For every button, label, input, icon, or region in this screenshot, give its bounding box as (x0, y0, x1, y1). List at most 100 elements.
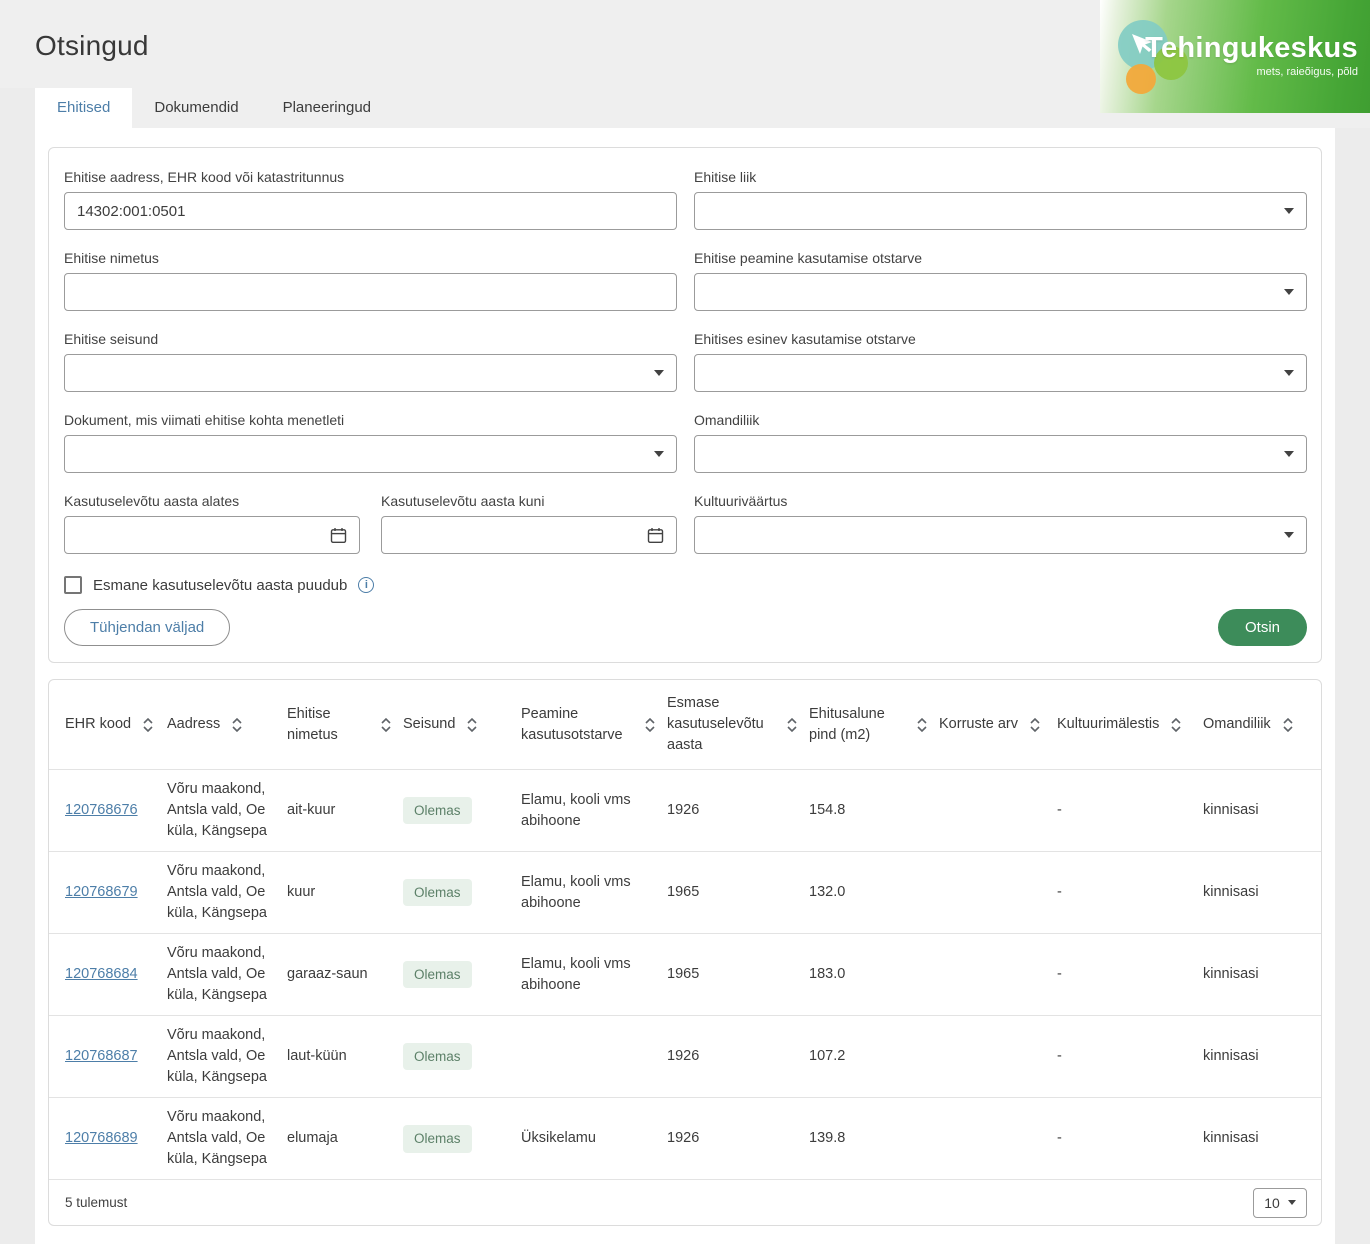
ehr-link[interactable]: 120768689 (65, 1130, 138, 1146)
cell-aasta: 1926 (661, 1016, 803, 1098)
col-esmase-aasta: Esmase kasutuselevõtu aasta (667, 693, 775, 756)
cell-omand: kinnisasi (1197, 770, 1322, 852)
cell-otstarve: Elamu, kooli vms abihoone (515, 934, 661, 1016)
esinev-otstarve-select[interactable] (694, 354, 1307, 392)
ehitise-liik-select[interactable] (694, 192, 1307, 230)
cell-omand: kinnisasi (1197, 1016, 1322, 1098)
esmane-aasta-puudub-label: Esmane kasutuselevõtu aasta puudub (93, 577, 347, 594)
sort-icon[interactable] (467, 718, 477, 732)
cell-otstarve (515, 1016, 661, 1098)
cell-korrused (933, 934, 1051, 1016)
sort-icon[interactable] (1030, 718, 1040, 732)
cell-korrused (933, 1016, 1051, 1098)
main-content: Ehitise aadress, EHR kood või katastritu… (35, 128, 1335, 1244)
table-row: 120768679 Võru maakond, Antsla vald, Oe … (49, 852, 1322, 934)
esmane-aasta-puudub-checkbox[interactable] (64, 576, 82, 594)
sort-icon[interactable] (143, 718, 153, 732)
omandiliik-select[interactable] (694, 435, 1307, 473)
chevron-down-icon (1284, 532, 1294, 538)
aasta-alates-input[interactable] (64, 516, 360, 554)
chevron-down-icon (1284, 289, 1294, 295)
cell-pind: 183.0 (803, 934, 933, 1016)
cell-korrused (933, 852, 1051, 934)
ehitise-nimetus-label: Ehitise nimetus (64, 250, 677, 266)
page-title: Otsingud (35, 30, 149, 62)
cell-aadress: Võru maakond, Antsla vald, Oe küla, Käng… (161, 770, 281, 852)
col-aadress: Aadress (167, 714, 220, 735)
ehr-link[interactable]: 120768684 (65, 966, 138, 982)
ehr-link[interactable]: 120768679 (65, 884, 138, 900)
sort-icon[interactable] (645, 718, 655, 732)
seisund-select[interactable] (64, 354, 677, 392)
cell-nimetus: kuur (281, 852, 397, 934)
tab-planeeringud[interactable]: Planeeringud (261, 88, 393, 128)
results-table-card: EHR kood Aadress Ehitise nimetus Seisund… (48, 679, 1322, 1226)
table-row: 120768687 Võru maakond, Antsla vald, Oe … (49, 1016, 1322, 1098)
peamine-otstarve-label: Ehitise peamine kasutamise otstarve (694, 250, 1307, 266)
col-ehr-kood: EHR kood (65, 714, 131, 735)
aasta-kuni-input[interactable] (381, 516, 677, 554)
cell-omand: kinnisasi (1197, 934, 1322, 1016)
ehr-link[interactable]: 120768676 (65, 802, 138, 818)
cell-otstarve: Elamu, kooli vms abihoone (515, 852, 661, 934)
sort-icon[interactable] (232, 718, 242, 732)
page-size-value: 10 (1264, 1195, 1280, 1211)
kultuurivaartus-select[interactable] (694, 516, 1307, 554)
tab-dokumendid[interactable]: Dokumendid (132, 88, 260, 128)
sort-icon[interactable] (917, 718, 927, 732)
status-badge: Olemas (403, 797, 472, 825)
chevron-down-icon (654, 370, 664, 376)
cell-korrused (933, 1098, 1051, 1180)
ehitise-liik-label: Ehitise liik (694, 169, 1307, 185)
brand-banner: Tehingukeskus mets, raieõigus, põld (1100, 0, 1370, 113)
seisund-label: Ehitise seisund (64, 331, 677, 347)
table-row: 120768676 Võru maakond, Antsla vald, Oe … (49, 770, 1322, 852)
ehitise-nimetus-input[interactable] (64, 273, 677, 311)
sort-icon[interactable] (381, 718, 391, 732)
address-input[interactable] (64, 192, 677, 230)
chevron-down-icon (1284, 370, 1294, 376)
col-seisund: Seisund (403, 714, 455, 735)
cell-aasta: 1965 (661, 934, 803, 1016)
cell-aadress: Võru maakond, Antsla vald, Oe küla, Käng… (161, 934, 281, 1016)
cell-nimetus: elumaja (281, 1098, 397, 1180)
ehr-link[interactable]: 120768687 (65, 1048, 138, 1064)
omandiliik-label: Omandiliik (694, 412, 1307, 428)
cell-pind: 154.8 (803, 770, 933, 852)
address-label: Ehitise aadress, EHR kood või katastritu… (64, 169, 677, 185)
cell-korrused (933, 770, 1051, 852)
info-icon[interactable]: i (358, 577, 374, 593)
cell-aasta: 1926 (661, 1098, 803, 1180)
table-header-row: EHR kood Aadress Ehitise nimetus Seisund… (49, 680, 1322, 770)
kultuurivaartus-label: Kultuuriväärtus (694, 493, 1307, 509)
sort-icon[interactable] (1171, 718, 1181, 732)
page-size-select[interactable]: 10 (1253, 1188, 1307, 1218)
sort-icon[interactable] (1283, 718, 1293, 732)
col-peamine-kasutusotstarve: Peamine kasutusotstarve (521, 704, 633, 746)
dokument-select[interactable] (64, 435, 677, 473)
esinev-otstarve-label: Ehitises esinev kasutamise otstarve (694, 331, 1307, 347)
cell-omand: kinnisasi (1197, 852, 1322, 934)
table-row: 120768684 Võru maakond, Antsla vald, Oe … (49, 934, 1322, 1016)
clear-fields-button[interactable]: Tühjendan väljad (64, 609, 230, 646)
peamine-otstarve-select[interactable] (694, 273, 1307, 311)
search-form-card: Ehitise aadress, EHR kood või katastritu… (48, 147, 1322, 663)
cell-pind: 139.8 (803, 1098, 933, 1180)
cell-kultuur: - (1051, 1016, 1197, 1098)
search-button[interactable]: Otsin (1218, 609, 1307, 646)
status-badge: Olemas (403, 1043, 472, 1071)
dokument-label: Dokument, mis viimati ehitise kohta mene… (64, 412, 677, 428)
sort-icon[interactable] (787, 718, 797, 732)
aasta-alates-label: Kasutuselevõtu aasta alates (64, 493, 360, 509)
status-badge: Olemas (403, 1125, 472, 1153)
col-ehitise-nimetus: Ehitise nimetus (287, 704, 369, 746)
tab-ehitised[interactable]: Ehitised (35, 88, 132, 128)
cell-aasta: 1965 (661, 852, 803, 934)
chevron-down-icon (1288, 1200, 1296, 1205)
calendar-icon[interactable] (647, 527, 664, 544)
col-ehitusalune-pind: Ehitusalune pind (m2) (809, 704, 905, 746)
cell-omand: kinnisasi (1197, 1098, 1322, 1180)
status-badge: Olemas (403, 879, 472, 907)
calendar-icon[interactable] (330, 527, 347, 544)
cell-kultuur: - (1051, 770, 1197, 852)
